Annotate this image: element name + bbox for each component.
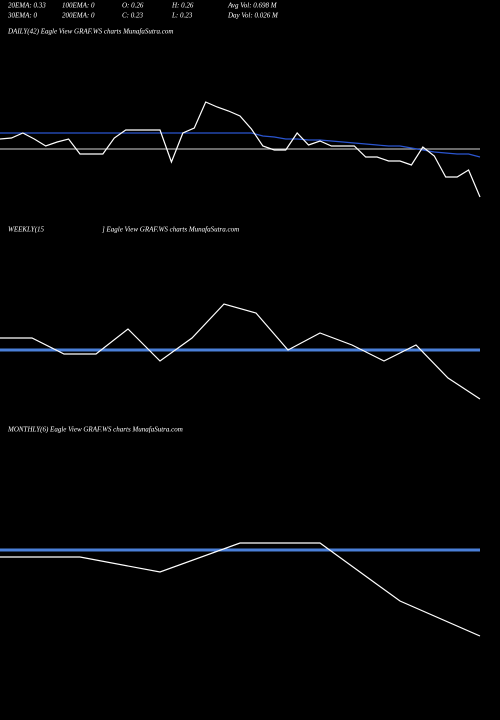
header-stat: Avg Vol: 0.698 M xyxy=(227,2,278,10)
panel-title: MONTHLY(6) Eagle View GRAF.WS charts Mun… xyxy=(7,426,183,434)
price-line xyxy=(0,132,481,158)
price-line xyxy=(0,542,481,637)
header-stat: 30EMA: 0 xyxy=(7,12,37,20)
panel-title: WEEKLY(15 xyxy=(8,226,45,234)
header-stat: 20EMA: 0.33 xyxy=(8,2,46,10)
header-stat: C: 0.23 xyxy=(122,12,144,20)
header-stat: L: 0.23 xyxy=(171,12,193,20)
header-stat: 100EMA: 0 xyxy=(62,2,95,10)
header-stat: H: 0.26 xyxy=(171,2,194,10)
header-stat: 200EMA: 0 xyxy=(62,12,95,20)
header-stat: O: 0.26 xyxy=(122,2,144,10)
header-stat: Day Vol: 0.026 M xyxy=(227,12,279,20)
panel-subtitle: ] Eagle View GRAF.WS charts MunafaSutra.… xyxy=(101,226,239,234)
price-line xyxy=(0,101,481,198)
panel-title: DAILY(42) Eagle View GRAF.WS charts Muna… xyxy=(7,28,173,36)
price-line xyxy=(0,303,481,400)
